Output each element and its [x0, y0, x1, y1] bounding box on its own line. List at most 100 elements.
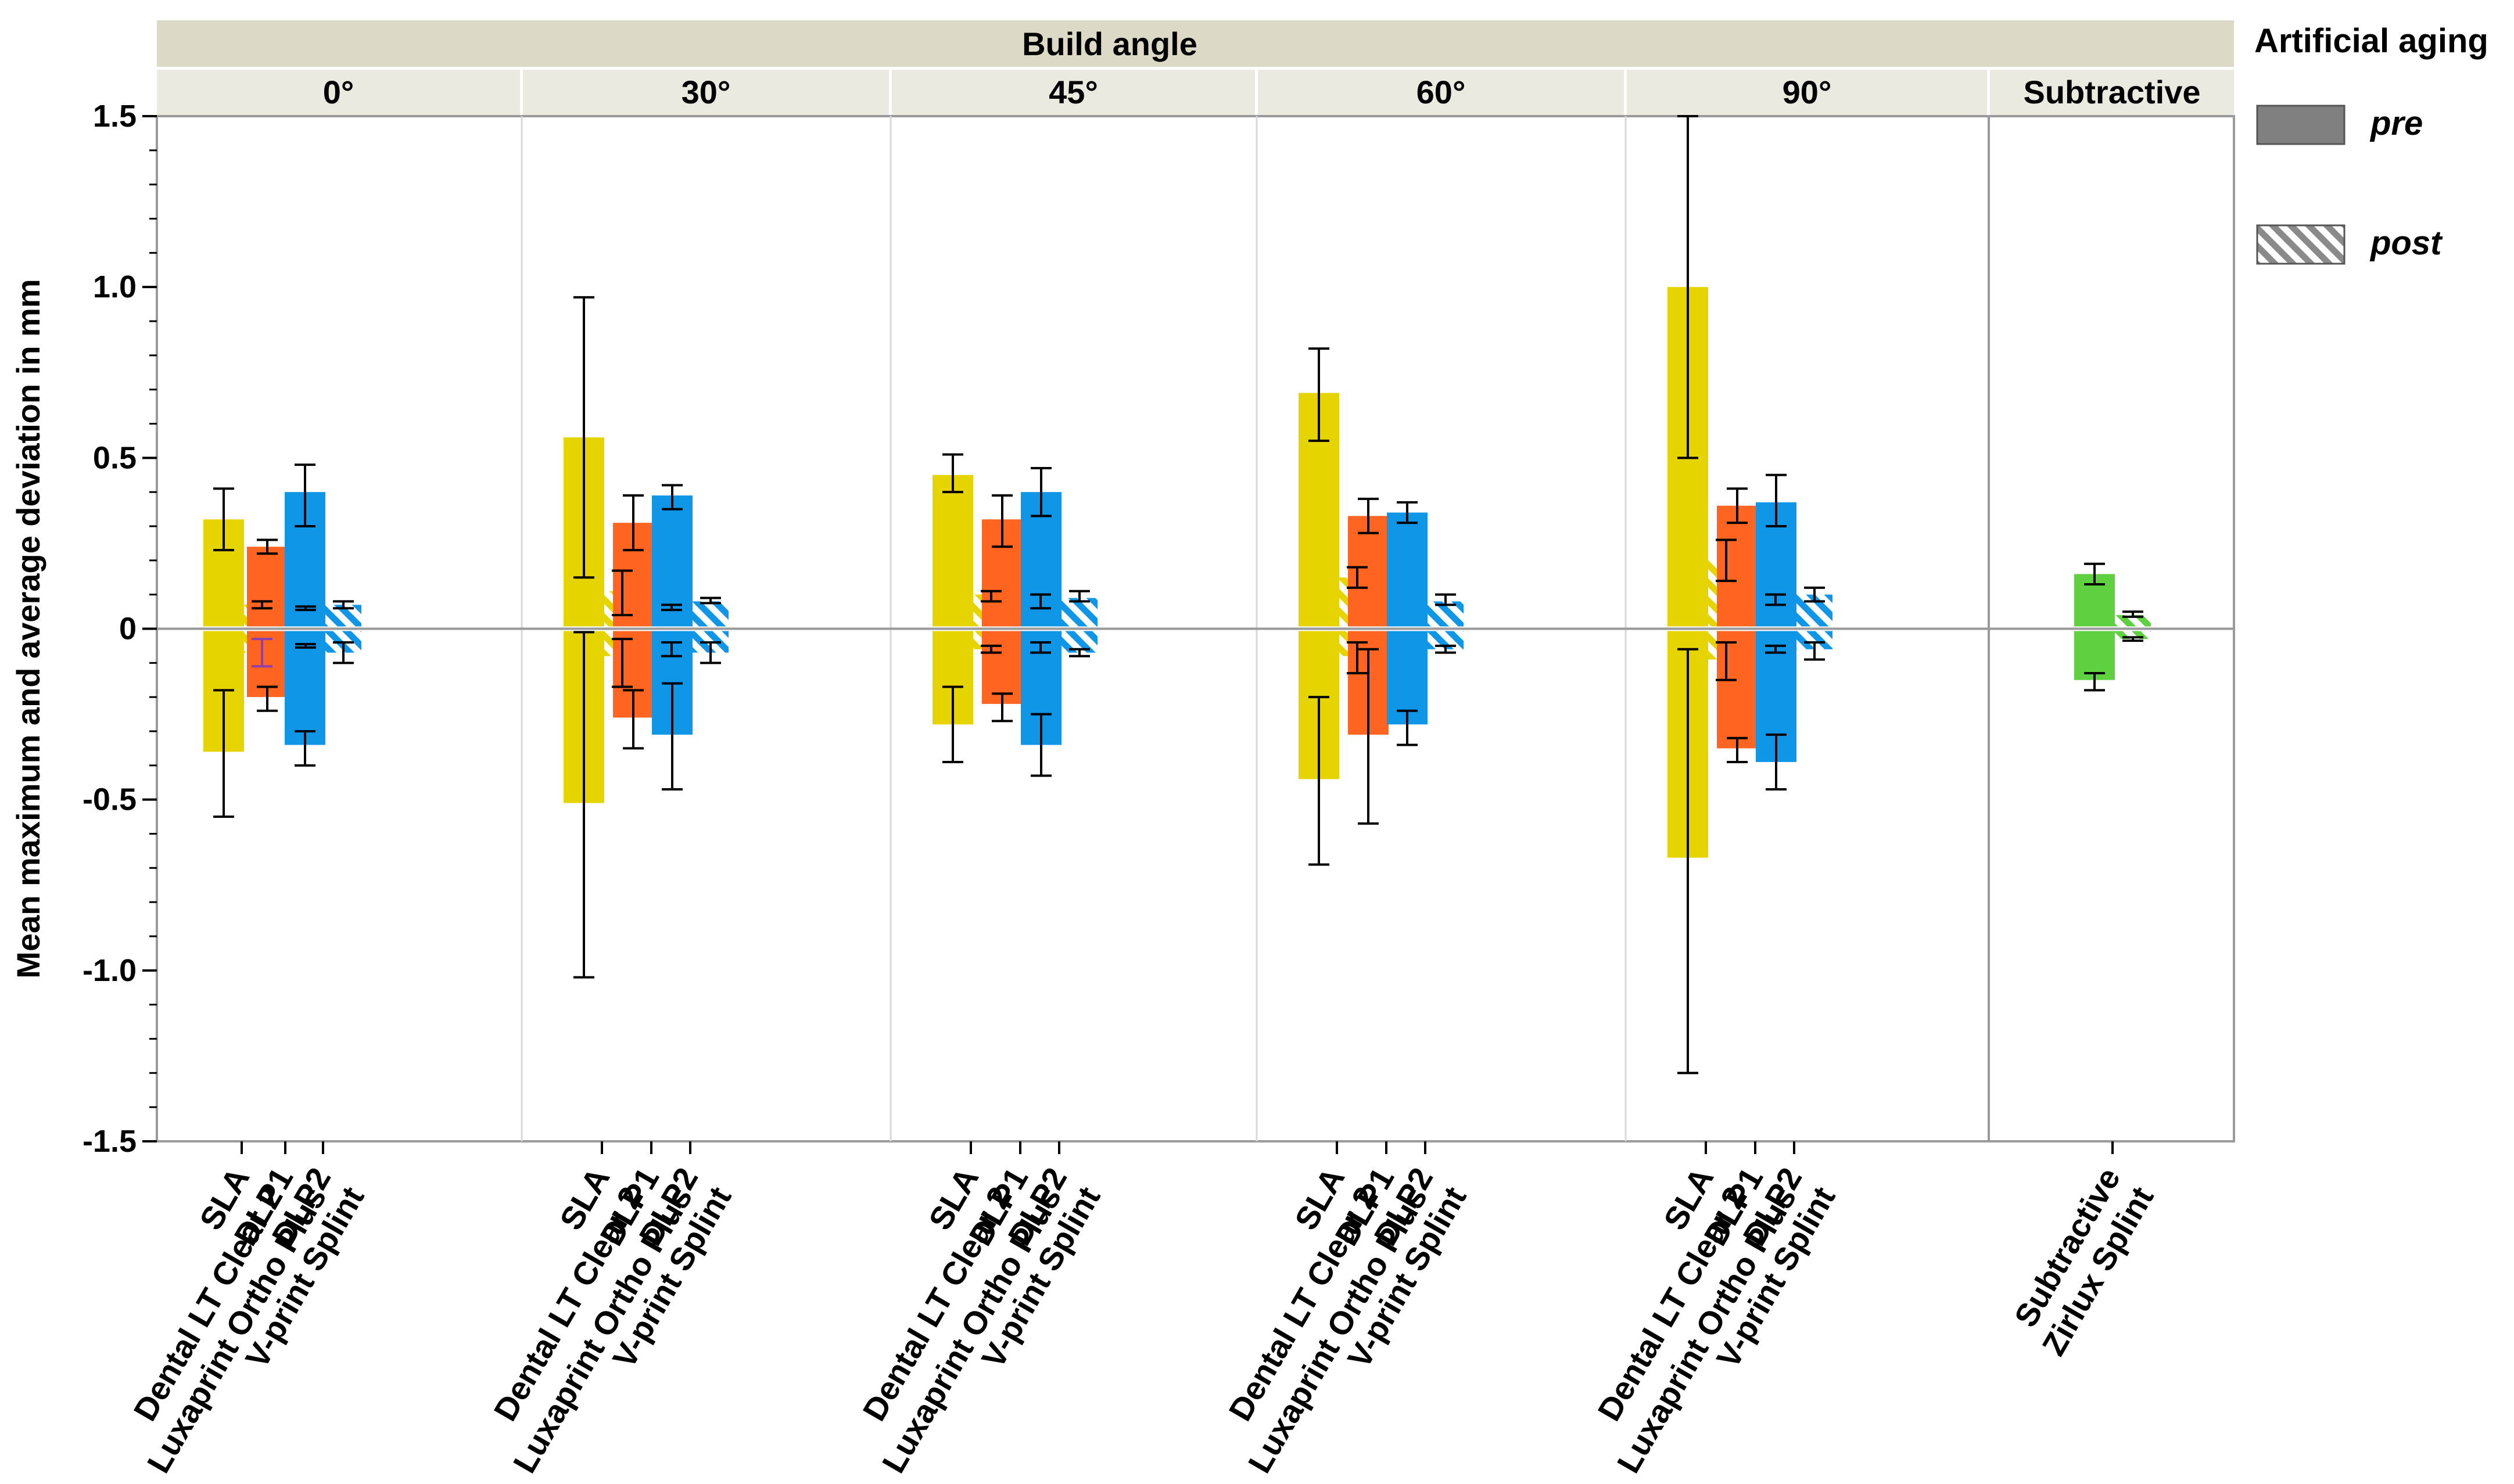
legend-swatch-pre — [2256, 105, 2346, 145]
panel-label: Subtractive — [2024, 74, 2201, 110]
errbar-pre-max — [1727, 487, 1748, 524]
bar-post-max — [1061, 598, 1098, 627]
legend-label-post: post — [2369, 224, 2443, 262]
y-tick-label: -1.0 — [83, 953, 137, 988]
errbar-post-avg — [252, 638, 272, 668]
error-bars — [213, 115, 2143, 1075]
errbar-post-avg — [1030, 641, 1051, 654]
panel-label: 0° — [323, 74, 354, 110]
errbar-post-avg — [1716, 641, 1737, 681]
header-band — [157, 20, 2234, 67]
errbar-pre-avg — [992, 692, 1013, 723]
errbar-post-max — [2122, 610, 2143, 618]
errbar-post-max — [1804, 586, 1825, 603]
errbar-pre-max — [1308, 347, 1329, 442]
errbar-post-avg — [1069, 648, 1090, 657]
y-tick-label: 1.0 — [93, 270, 137, 304]
y-tick-label: -1.5 — [83, 1124, 137, 1159]
errbar-post-avg — [333, 641, 354, 664]
errbar-post-avg — [1765, 644, 1786, 654]
y-axis: -1.5 -1.0 -0.5 0 0.5 1.0 1.5 Mean maximum and a… — [10, 99, 158, 1159]
errbar-post-max — [612, 569, 633, 616]
y-axis-title: Mean maximum and average deviation in mm — [10, 279, 46, 978]
panel-headers: Build angle 0° 30° 45° 60° 90° Subtractive — [157, 20, 2234, 115]
errbar-pre-avg — [662, 682, 683, 791]
legend: Artificial aging pre post — [2254, 22, 2488, 265]
errbar-post-avg — [981, 644, 1002, 654]
errbar-pre-avg — [295, 730, 315, 767]
bar-pre-max — [1348, 516, 1389, 627]
errbar-pre-avg — [1397, 709, 1418, 746]
bar-pre-avg — [285, 631, 325, 745]
y-tick-label: -0.5 — [83, 782, 137, 817]
panel-header-3 — [1258, 70, 1624, 115]
errbar-post-max — [295, 605, 316, 612]
errbar-post-avg — [661, 641, 682, 657]
errbar-post-max — [1765, 593, 1786, 606]
bar-pre-max — [1387, 512, 1428, 627]
panel-label: 60° — [1416, 74, 1466, 110]
errbar-pre-avg — [213, 689, 234, 818]
errbar-post-avg — [700, 641, 721, 664]
errbar-pre-max — [257, 538, 278, 555]
bar-post-max — [693, 601, 729, 627]
errbar-post-max — [252, 600, 272, 610]
errbar-post-avg — [295, 642, 316, 649]
errbar-post-max — [333, 600, 354, 610]
errbar-post-max — [1030, 593, 1051, 610]
bar-pre-avg — [1387, 631, 1428, 725]
header-title: Build angle — [1022, 26, 1197, 62]
errbar-pre-avg — [1308, 696, 1329, 866]
errbar-post-avg — [1804, 641, 1825, 661]
panel-header-4 — [1627, 70, 1987, 115]
y-tick-label: 1.5 — [93, 99, 137, 134]
panel-label: 45° — [1049, 74, 1098, 110]
errbar-post-avg — [612, 638, 633, 688]
errbar-pre-max — [213, 487, 234, 552]
errbar-post-max — [661, 603, 682, 612]
legend-label-pre: pre — [2369, 105, 2423, 142]
errbar-post-avg — [1435, 644, 1456, 654]
errbar-pre-max — [1397, 501, 1418, 524]
legend-title: Artificial aging — [2254, 22, 2488, 60]
errbar-post-avg — [2122, 636, 2143, 642]
errbar-pre-max — [1358, 497, 1379, 534]
errbar-pre-max — [623, 494, 644, 552]
errbar-post-max — [1069, 590, 1090, 603]
panel-label: 30° — [682, 74, 731, 110]
errbar-pre-max — [662, 484, 683, 511]
errbar-pre-max — [992, 494, 1013, 548]
errbar-post-max — [700, 597, 721, 605]
panel-label: 90° — [1783, 74, 1832, 110]
errbar-pre-max — [1766, 473, 1787, 527]
errbar-post-max — [1347, 566, 1368, 589]
bar-pre-avg — [1717, 631, 1758, 749]
errbar-post-max — [1435, 593, 1456, 606]
errbar-pre-avg — [942, 685, 963, 763]
errbar-pre-avg — [2084, 671, 2105, 692]
bar-pre-avg — [2074, 631, 2115, 680]
bar-pre-max — [1717, 505, 1758, 627]
panel-header-0 — [157, 70, 520, 115]
errbar-pre-avg — [573, 631, 594, 979]
bar-pre-max — [247, 547, 288, 627]
bar-pre-max — [933, 475, 973, 627]
errbar-pre-max — [942, 453, 963, 494]
errbar-pre-max — [573, 296, 594, 579]
category-label: SubtractiveZirlux Splint — [2002, 1162, 2160, 1362]
errbar-pre-avg — [257, 685, 278, 712]
bar-pre-avg — [982, 631, 1023, 704]
errbar-post-max — [1716, 538, 1737, 583]
errbar-pre-avg — [1766, 733, 1787, 791]
errbar-pre-max — [2084, 562, 2105, 586]
errbar-pre-avg — [1677, 648, 1698, 1075]
legend-swatch-post — [2256, 224, 2346, 265]
y-tick-label: 0.5 — [93, 440, 137, 475]
errbar-pre-max — [1677, 115, 1698, 459]
errbar-pre-avg — [1727, 736, 1748, 763]
y-tick-label: 0 — [119, 612, 137, 646]
panel-header-2 — [892, 70, 1255, 115]
errbar-post-max — [981, 590, 1002, 603]
